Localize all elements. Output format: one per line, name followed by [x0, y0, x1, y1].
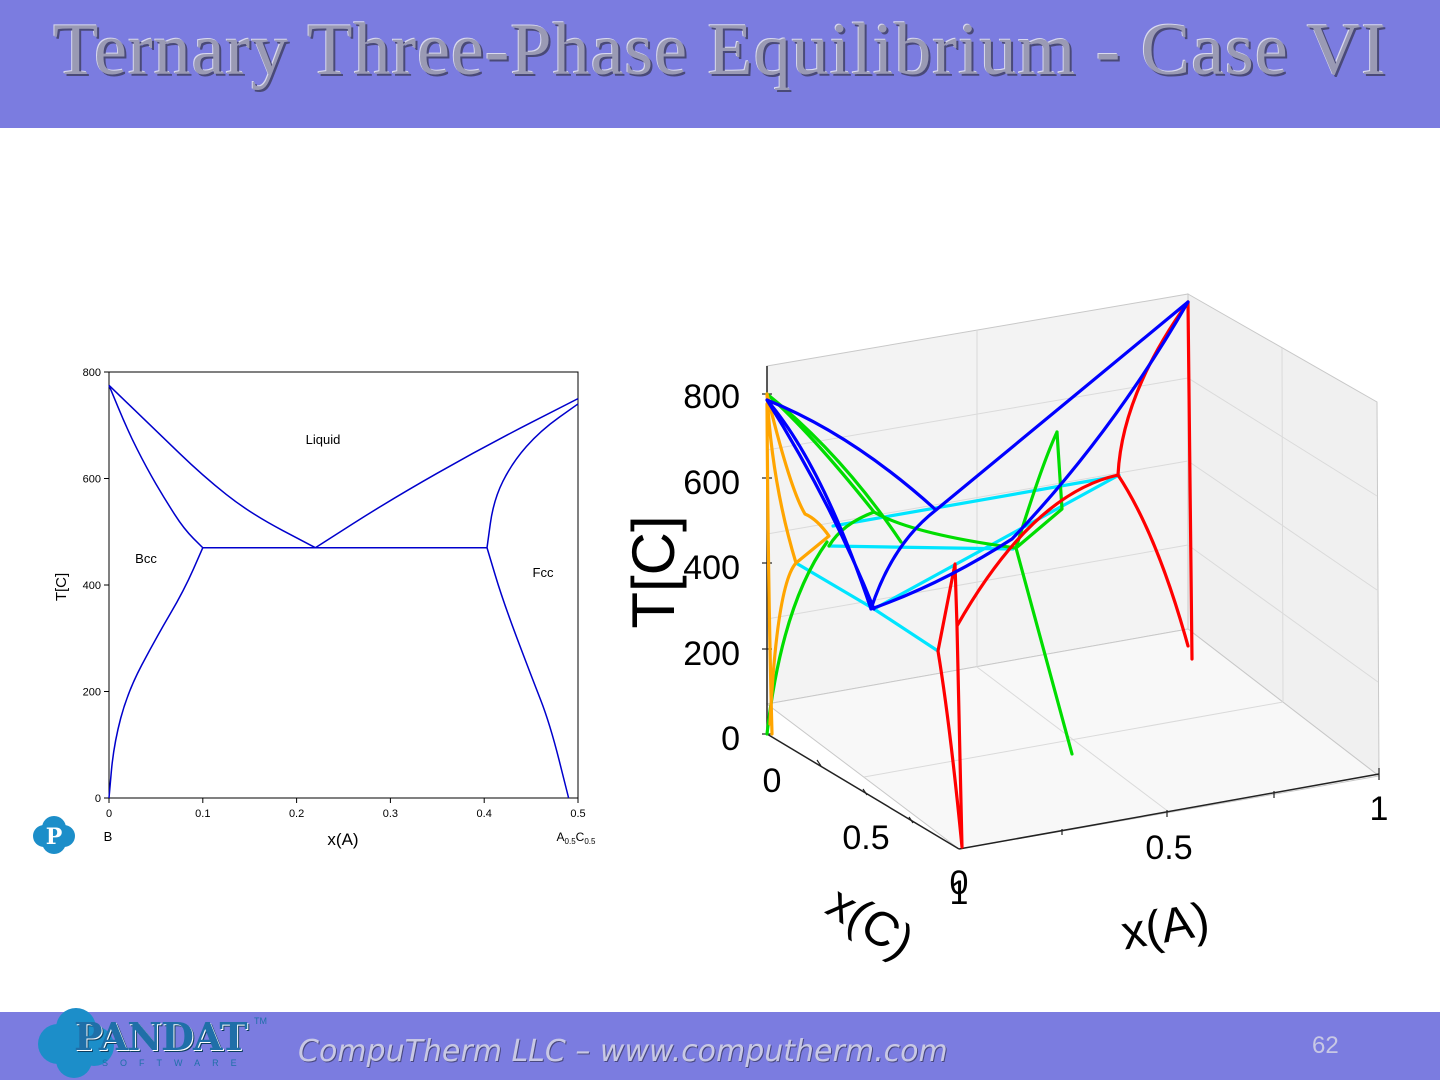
x-axis-label: x(A) — [327, 830, 358, 849]
y-tick-label: 600 — [83, 474, 101, 486]
plot-frame — [108, 371, 579, 799]
temperature-tick-label: 800 — [683, 378, 740, 416]
y-tick-label: 800 — [83, 367, 101, 379]
pandat-logo-icon — [38, 1008, 114, 1078]
title-bar — [0, 0, 1440, 128]
page-number: 62 — [1312, 1032, 1339, 1059]
x-tick-label: 0 — [106, 808, 112, 820]
logo-trademark: TM — [254, 1016, 267, 1026]
phase-boundary-line-0 — [108, 385, 204, 549]
y-tick-label: 200 — [83, 687, 101, 699]
phase-boundary-line-4 — [486, 403, 579, 548]
x-tick-label: 0.2 — [289, 808, 304, 820]
phase-boundary-line-6 — [486, 547, 570, 799]
slide-title: Ternary Three-Phase Equilibrium - Case V… — [53, 9, 1387, 91]
xc-tick-label: 1 — [950, 874, 969, 912]
phase-boundary-line-5 — [108, 547, 204, 799]
phase-boundary-line-1 — [108, 384, 316, 549]
x-tick-label: 0.5 — [570, 808, 585, 820]
xc-tick-label: 0 — [763, 762, 782, 800]
binary-section-chart: 0 0.1 0.2 0.3 0.4 0.5 0 200 400 600 800 Liquid Bcc… — [53, 367, 596, 849]
xa-tick-label: 0.5 — [1145, 829, 1192, 867]
x-end-label-left: B — [104, 829, 113, 844]
green-curves — [765, 392, 1074, 756]
y-tick-label: 400 — [83, 580, 101, 592]
x-end-label-right: A0.5C0.5 — [557, 830, 596, 846]
temperature-tick-label: 200 — [683, 635, 740, 673]
pandat-p-icon: P — [33, 816, 75, 854]
x-tick-label: 0.1 — [195, 808, 210, 820]
y-tick-label: 0 — [95, 793, 101, 805]
xa-tick-label: 1 — [1370, 790, 1389, 828]
region-label-bcc: Bcc — [135, 551, 157, 566]
region-label-liquid: Liquid — [306, 432, 341, 447]
y-axis-label: T[C] — [53, 573, 70, 601]
orange-curves — [765, 392, 831, 736]
x-tick-label: 0.3 — [383, 808, 398, 820]
phase-boundary-line-2 — [314, 397, 579, 549]
xa-tick-label: 0 — [950, 864, 969, 902]
svg-text:P: P — [46, 824, 63, 850]
temperature-tick-label: 400 — [683, 549, 740, 587]
temperature-tick-label: 600 — [683, 464, 740, 502]
logo-word: PANDAT — [74, 1014, 248, 1059]
footer-text: CompuTherm LLC – www.computherm.com — [298, 1034, 948, 1069]
temperature-tick-label: 0 — [721, 720, 740, 758]
xc-tick-label: 0.5 — [842, 819, 889, 857]
blue-curves — [765, 300, 1190, 611]
x-tick-label: 0.4 — [477, 808, 492, 820]
logo-subtitle: SOFTWARE — [102, 1058, 249, 1068]
footer-bar — [0, 1012, 1440, 1080]
axis-label-temperature: T[C] — [620, 515, 687, 628]
region-label-fcc: Fcc — [533, 565, 554, 580]
